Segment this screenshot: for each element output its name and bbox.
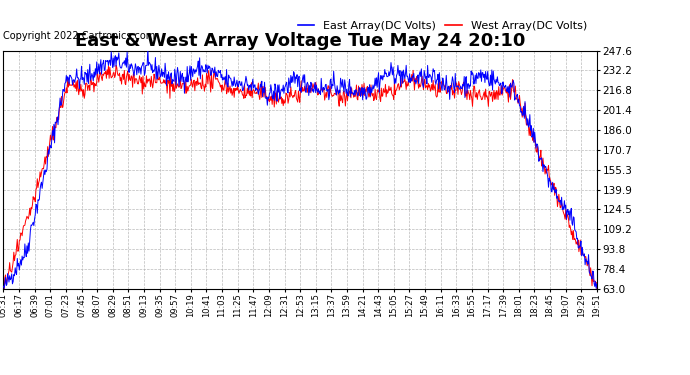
Text: Copyright 2022 Cartronics.com: Copyright 2022 Cartronics.com bbox=[3, 31, 156, 41]
Title: East & West Array Voltage Tue May 24 20:10: East & West Array Voltage Tue May 24 20:… bbox=[75, 33, 525, 51]
Legend: East Array(DC Volts), West Array(DC Volts): East Array(DC Volts), West Array(DC Volt… bbox=[293, 17, 591, 36]
